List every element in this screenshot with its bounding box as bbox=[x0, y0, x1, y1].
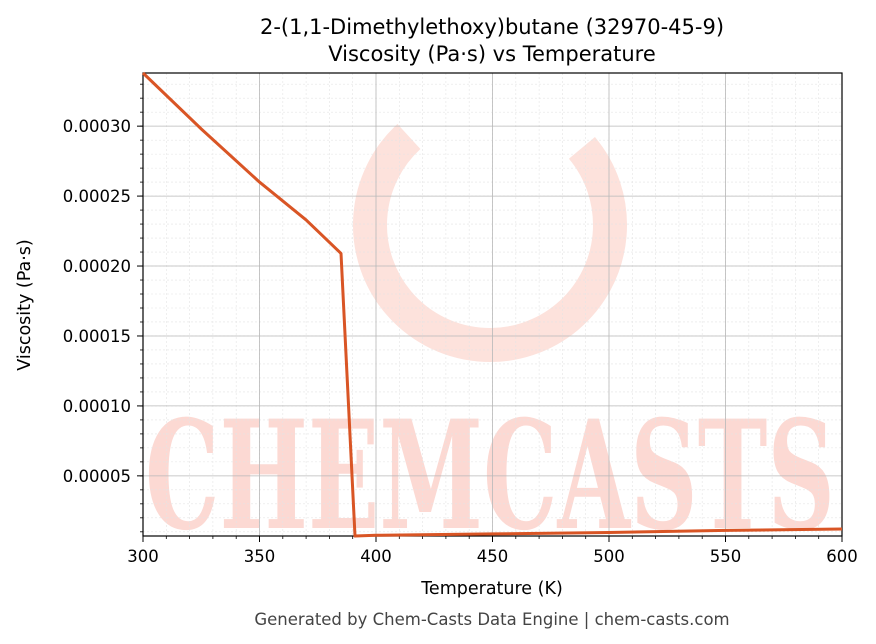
y-tick-label: 0.00010 bbox=[63, 397, 131, 416]
axis-tick-labels: 300 350 400 450 500 550 600 0.00005 0.00010 0.000… bbox=[63, 117, 858, 566]
x-tick-label: 500 bbox=[593, 547, 625, 566]
y-tick-label: 0.00025 bbox=[63, 187, 131, 206]
chart-title-line1: 2-(1,1-Dimethylethoxy)butane (32970-45-9… bbox=[260, 15, 724, 39]
x-tick-label: 600 bbox=[826, 547, 858, 566]
y-tick-label: 0.00020 bbox=[63, 257, 131, 276]
x-tick-label: 550 bbox=[710, 547, 742, 566]
y-tick-label: 0.00015 bbox=[63, 327, 131, 346]
axis-ticks bbox=[137, 83, 843, 542]
x-tick-label: 300 bbox=[127, 547, 159, 566]
footer-credit: Generated by Chem-Casts Data Engine | ch… bbox=[254, 610, 729, 629]
x-tick-label: 400 bbox=[360, 547, 392, 566]
chart-title-line2: Viscosity (Pa·s) vs Temperature bbox=[328, 42, 656, 66]
y-tick-label: 0.00030 bbox=[63, 117, 131, 136]
y-tick-label: 0.00005 bbox=[63, 467, 131, 486]
x-tick-label: 350 bbox=[244, 547, 276, 566]
viscosity-series-line bbox=[141, 71, 843, 538]
y-axis-label: Viscosity (Pa·s) bbox=[15, 239, 35, 370]
series-layer bbox=[141, 71, 843, 538]
x-tick-label: 450 bbox=[477, 547, 509, 566]
x-axis-label: Temperature (K) bbox=[420, 579, 563, 599]
watermark-logo: CHEMCASTS bbox=[145, 88, 835, 564]
